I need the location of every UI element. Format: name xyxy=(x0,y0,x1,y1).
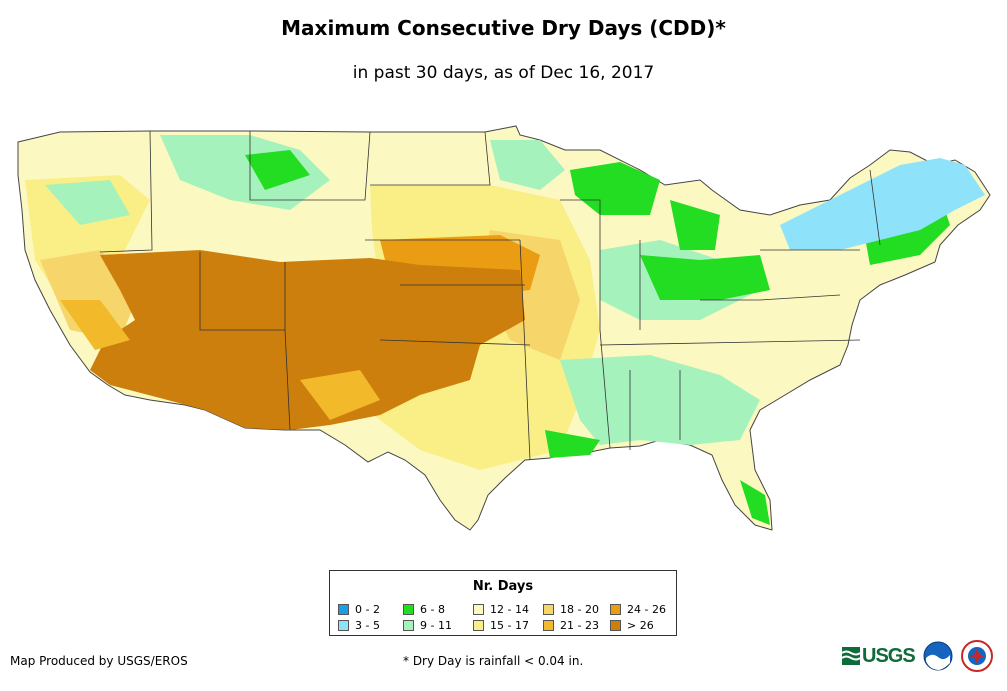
zone-6-8-ohio xyxy=(640,255,770,300)
legend-swatch xyxy=(473,603,484,615)
legend-label: 3 - 5 xyxy=(355,618,380,632)
legend-swatch xyxy=(610,619,621,631)
legend-swatch xyxy=(610,603,621,615)
legend-grid: 0 - 2 6 - 8 12 - 14 18 - 20 24 - 26 3 - … xyxy=(338,602,680,632)
zone-3-5-new-england xyxy=(780,158,985,250)
legend-swatch xyxy=(338,619,349,631)
usgs-wave-icon xyxy=(842,647,860,665)
zone-9-11-west xyxy=(45,180,130,225)
producer-credit: Map Produced by USGS/EROS xyxy=(10,654,188,668)
legend-label: 12 - 14 xyxy=(490,602,529,616)
zone-6-8-florida xyxy=(740,480,770,525)
zone-6-8-great-lakes xyxy=(570,162,660,215)
legend-swatch xyxy=(473,619,484,631)
legend-item: 9 - 11 xyxy=(403,618,473,632)
legend-item: > 26 xyxy=(610,618,680,632)
legend-swatch xyxy=(403,603,414,615)
legend-title: Nr. Days xyxy=(472,579,534,594)
zone-6-8-gulf xyxy=(545,430,600,458)
legend-label: 6 - 8 xyxy=(420,602,445,616)
map-subtitle: in past 30 days, as of Dec 16, 2017 xyxy=(352,63,655,83)
legend-label: > 26 xyxy=(627,618,654,632)
legend: Nr. Days 0 - 2 6 - 8 12 - 14 18 - 20 24 … xyxy=(329,570,677,636)
map-title: Maximum Consecutive Dry Days (CDD)* xyxy=(281,16,726,40)
zone-gt-26-southwest xyxy=(90,250,525,430)
legend-swatch xyxy=(338,603,349,615)
zone-6-8-michigan xyxy=(670,200,720,250)
usgs-wordmark: USGS xyxy=(862,644,916,667)
legend-label: 18 - 20 xyxy=(560,602,599,616)
legend-label: 21 - 23 xyxy=(560,618,599,632)
zone-9-11-dakotas xyxy=(490,140,565,190)
zone-9-11-southeast xyxy=(560,355,760,445)
usgs-logo: USGS xyxy=(842,644,916,668)
zone-21-23-a xyxy=(60,300,130,350)
zone-6-8-wyoming xyxy=(245,150,310,190)
legend-item: 18 - 20 xyxy=(543,602,610,616)
legend-label: 0 - 2 xyxy=(355,602,380,616)
agency-logos: USGS xyxy=(842,640,993,672)
legend-label: 15 - 17 xyxy=(490,618,529,632)
nws-seal-icon xyxy=(960,640,993,672)
legend-item: 21 - 23 xyxy=(543,618,610,632)
legend-label: 9 - 11 xyxy=(420,618,452,632)
legend-swatch xyxy=(543,603,554,615)
legend-item: 0 - 2 xyxy=(338,602,403,616)
legend-item: 24 - 26 xyxy=(610,602,680,616)
legend-item: 3 - 5 xyxy=(338,618,403,632)
noaa-seal-icon xyxy=(923,641,953,671)
legend-swatch xyxy=(403,619,414,631)
legend-swatch xyxy=(543,619,554,631)
state-borders xyxy=(99,130,881,461)
zone-21-23-b xyxy=(300,370,380,420)
legend-item: 6 - 8 xyxy=(403,602,473,616)
legend-item: 12 - 14 xyxy=(473,602,543,616)
legend-label: 24 - 26 xyxy=(627,602,666,616)
us-cdd-map xyxy=(17,125,991,531)
dry-day-footnote: * Dry Day is rainfall < 0.04 in. xyxy=(403,654,584,668)
legend-item: 15 - 17 xyxy=(473,618,543,632)
